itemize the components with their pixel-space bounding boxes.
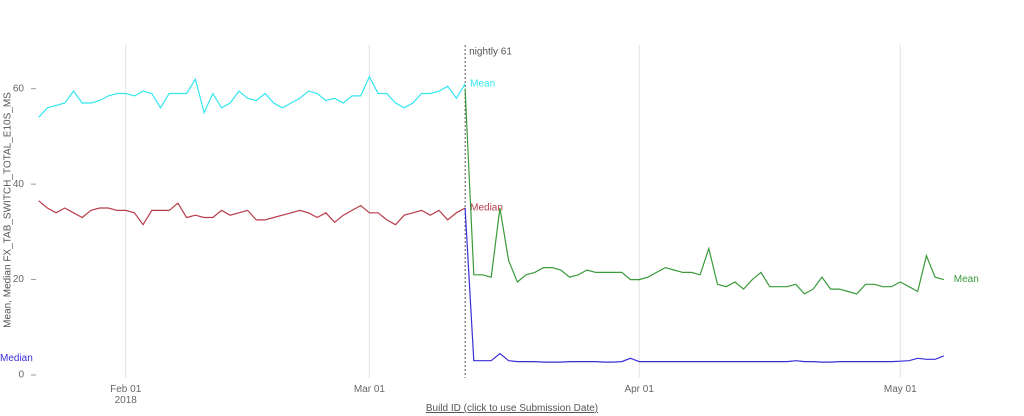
x-tick-label: Apr 01: [624, 384, 654, 395]
x-tick-label: May 01: [883, 384, 917, 395]
x-tick-label: Feb 01 2018: [110, 384, 142, 406]
series-line: [38, 200, 466, 226]
series-line: [464, 207, 945, 363]
y-axis-label: Mean, Median FX_TAB_SWITCH_TOTAL_E10S_MS: [3, 92, 14, 328]
series-label: Median: [0, 353, 33, 364]
y-tick-label: 0: [18, 370, 24, 381]
series-label: Mean: [954, 274, 979, 285]
series-line: [38, 75, 466, 118]
x-tick-label: Mar 01: [353, 384, 385, 395]
series-label: Median: [470, 203, 503, 214]
x-axis-label[interactable]: Build ID (click to use Submission Date): [425, 403, 599, 414]
y-tick-label: 20: [13, 274, 25, 285]
y-tick-label: 40: [13, 179, 25, 190]
series-line: [464, 88, 944, 295]
y-tick-label: 60: [13, 83, 25, 94]
annotation-label: nightly 61: [469, 47, 512, 58]
series-label: Mean: [470, 79, 495, 90]
